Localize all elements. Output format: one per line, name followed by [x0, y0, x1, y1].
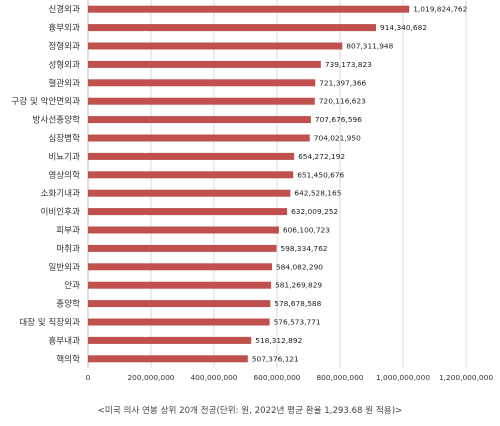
data-label: 507,376,121: [252, 354, 299, 363]
bar: [88, 60, 321, 68]
data-label: 581,269,829: [275, 281, 322, 290]
bar: [88, 244, 277, 252]
bar: [88, 226, 279, 234]
grid-lines: [87, 0, 467, 368]
category-label: 비뇨기과: [48, 151, 80, 162]
x-tick-label: 1,000,000,000: [376, 373, 430, 382]
bar: [88, 5, 410, 13]
data-label: 704,021,950: [314, 134, 361, 143]
bar: [88, 208, 288, 216]
x-tick-label: 400,000,000: [190, 373, 237, 382]
data-label: 576,573,771: [274, 318, 321, 327]
data-label: 654,272,192: [298, 152, 345, 161]
x-tick-label: 1,200,000,000: [439, 373, 493, 382]
category-label: 피부과: [56, 225, 80, 236]
category-label: 심장병학: [48, 133, 80, 144]
category-label: 성형외과: [48, 58, 80, 70]
data-label: 642,528,165: [294, 189, 341, 198]
category-label: 안과: [64, 280, 80, 291]
bar: [88, 134, 310, 142]
bars: [88, 5, 410, 363]
bar: [88, 97, 315, 105]
category-label: 정형외과: [48, 40, 80, 52]
data-label: 518,312,892: [255, 336, 302, 345]
category-label: 흉부내과: [48, 334, 80, 346]
category-label: 방사선종양학: [33, 115, 81, 126]
category-label: 소화기내과: [40, 188, 80, 199]
bar: [88, 189, 291, 197]
bar: [88, 79, 316, 87]
data-label: 807,311,948: [346, 42, 393, 51]
x-tick-label: 0: [86, 373, 91, 382]
bar: [88, 263, 272, 271]
category-label: 핵의학: [56, 353, 80, 365]
bar: [88, 355, 248, 363]
bar: [88, 24, 377, 32]
bar: [88, 336, 252, 344]
x-tick-label: 600,000,000: [253, 373, 300, 382]
value-labels: 1,019,824,762 914,340,682 807,311,948 739,1…: [252, 5, 467, 364]
data-label: 632,009,252: [291, 207, 338, 216]
x-tick-label: 800,000,000: [316, 373, 363, 382]
bar: [88, 116, 311, 124]
category-label: 일반외과: [48, 261, 80, 273]
bar: [88, 42, 343, 50]
bar: [88, 171, 294, 179]
data-label: 739,173,823: [325, 60, 372, 69]
data-label: 651,450,676: [297, 170, 344, 179]
category-label: 이비인후과: [40, 207, 80, 218]
category-label: 마취과: [56, 243, 80, 254]
category-label: 영상의학: [48, 170, 80, 181]
category-label: 구강 및 악안면외과: [11, 95, 80, 107]
data-label: 606,100,723: [283, 226, 330, 235]
x-tick-label: 200,000,000: [127, 373, 174, 382]
data-label: 914,340,682: [380, 23, 427, 32]
data-label: 584,082,290: [276, 262, 323, 271]
data-label: 598,334,762: [280, 244, 327, 253]
category-label: 대장 및 직장외과: [19, 316, 80, 328]
data-label: 707,676,596: [315, 115, 362, 124]
category-label: 종양학: [56, 299, 80, 310]
bar: [88, 318, 270, 326]
category-label: 신경외과: [48, 3, 80, 15]
x-axis-ticks: 0 200,000,000 400,000,000 600,000,000 800,00…: [86, 373, 494, 382]
bar: [88, 300, 271, 308]
data-label: 1,019,824,762: [413, 5, 467, 14]
data-label: 721,397,366: [319, 78, 366, 87]
bar: [88, 152, 295, 160]
data-label: 578,678,588: [274, 299, 321, 308]
chart-caption: <미국 의사 연봉 상위 20개 전공(단위: 원, 2022년 평균 환율 1…: [97, 406, 403, 416]
data-label: 720,116,623: [319, 97, 366, 106]
bar: [88, 281, 272, 289]
category-label: 흉부외과: [48, 22, 80, 34]
category-label: 혈관외과: [48, 77, 80, 89]
